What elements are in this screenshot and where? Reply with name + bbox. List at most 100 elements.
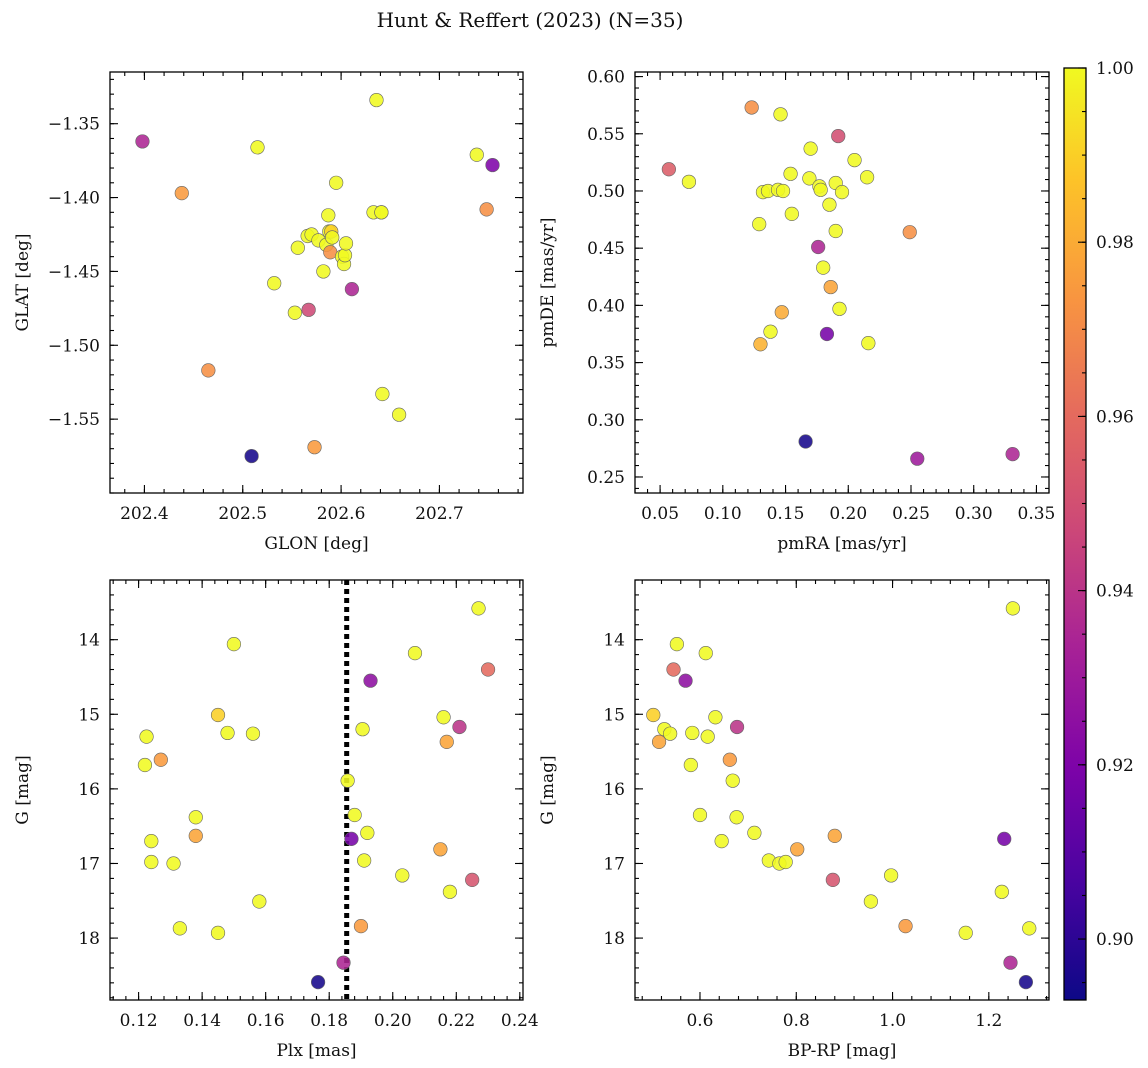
- data-point: [226, 637, 241, 652]
- data-point: [325, 230, 340, 245]
- x-tick-label: 202.5: [218, 504, 267, 524]
- x-tick-label: 0.8: [783, 1011, 810, 1031]
- data-point: [290, 240, 305, 255]
- y-tick-label: 16: [603, 780, 625, 800]
- y-axis-label: GLAT [deg]: [13, 233, 33, 331]
- y-tick-label: 14: [603, 631, 625, 651]
- data-point: [681, 174, 697, 189]
- y-tick-label: −1.45: [48, 262, 100, 282]
- y-tick-label: 0.50: [587, 182, 625, 202]
- data-point: [859, 170, 875, 185]
- data-point: [763, 324, 778, 339]
- panel-bprp-g: 0.6 0.8 1.0 1.2 14 15 16 17 18 BP-RP [mag] G [mag]: [538, 579, 1050, 1061]
- points: [137, 601, 496, 990]
- data-point: [201, 363, 216, 378]
- panels: 202.4 202.5 202.6 202.7 −1.35 −1.40 −1.45 −1.50…: [13, 68, 1055, 1061]
- x-axis-label: GLON [deg]: [264, 534, 368, 554]
- data-point: [307, 440, 322, 455]
- data-point: [708, 710, 723, 725]
- data-point: [816, 260, 831, 275]
- data-point: [997, 831, 1012, 846]
- data-point: [210, 925, 226, 940]
- y-tick-label: 0.40: [587, 296, 625, 316]
- data-point: [1003, 955, 1018, 970]
- data-point: [210, 707, 226, 723]
- data-point: [778, 854, 793, 870]
- data-point: [902, 225, 917, 240]
- data-point: [395, 868, 410, 883]
- data-point: [910, 451, 925, 466]
- data-point: [861, 336, 876, 351]
- data-point: [433, 842, 448, 857]
- data-point: [139, 729, 154, 744]
- ticks: [634, 72, 1050, 493]
- x-tick-label: 0.25: [892, 504, 930, 524]
- data-point: [344, 282, 360, 297]
- x-tick-label: 0.6: [686, 1011, 713, 1031]
- data-point: [666, 662, 681, 677]
- data-point: [267, 276, 282, 291]
- data-point: [337, 248, 353, 263]
- data-point: [144, 854, 159, 870]
- data-point: [355, 722, 370, 737]
- x-tick-label: 0.12: [120, 1011, 158, 1031]
- data-point: [813, 182, 828, 197]
- y-tick-label: 18: [78, 929, 100, 949]
- data-point: [174, 186, 189, 201]
- ticks: [110, 72, 523, 494]
- data-point: [287, 305, 302, 320]
- data-point: [802, 171, 817, 186]
- y-axis-label: G [mag]: [538, 755, 558, 824]
- data-point: [898, 919, 913, 934]
- points: [135, 92, 500, 464]
- colorbar-tick-label: 1.00: [1096, 59, 1134, 79]
- data-point: [811, 239, 826, 255]
- y-tick-label: −1.40: [48, 189, 100, 209]
- plot-frame: [634, 579, 1050, 1001]
- data-point: [692, 807, 708, 823]
- y-tick-label: 17: [78, 854, 100, 874]
- ticks: [635, 579, 1049, 1000]
- data-point: [329, 175, 344, 190]
- data-point: [344, 831, 359, 846]
- data-point: [825, 872, 840, 887]
- data-point: [244, 448, 259, 464]
- panel-glon-glat: 202.4 202.5 202.6 202.7 −1.35 −1.40 −1.45 −1.50…: [13, 71, 524, 554]
- panel-pmra-pmde: 0.05 0.10 0.15 0.20 0.25 0.30 0.35 0.25 0.30 0.35…: [538, 68, 1055, 554]
- y-tick-label: 0.30: [587, 411, 625, 431]
- x-tick-label: 202.6: [317, 504, 366, 524]
- colorbar-frame: [1063, 67, 1087, 1001]
- data-point: [678, 673, 693, 688]
- data-point: [661, 162, 676, 177]
- x-tick-label: 202.7: [415, 504, 464, 524]
- data-point: [685, 725, 700, 741]
- data-point: [722, 752, 737, 767]
- x-tick-label: 0.22: [437, 1011, 475, 1031]
- x-tick-label: 0.35: [1018, 504, 1056, 524]
- data-point: [369, 92, 384, 108]
- data-point: [994, 884, 1009, 899]
- data-point: [725, 773, 740, 788]
- data-point: [884, 868, 899, 883]
- x-tick-label: 0.15: [767, 504, 805, 524]
- data-point: [827, 828, 842, 843]
- data-point: [480, 662, 496, 677]
- data-point: [250, 140, 265, 155]
- data-point: [321, 208, 336, 223]
- data-point: [135, 134, 150, 149]
- data-point: [188, 810, 203, 825]
- data-point: [245, 726, 261, 741]
- data-point: [729, 719, 745, 735]
- data-point: [775, 183, 791, 199]
- data-point: [744, 100, 759, 115]
- data-point: [407, 646, 423, 661]
- x-tick-label: 0.18: [310, 1011, 348, 1031]
- data-point: [452, 719, 467, 735]
- x-tick-label: 0.24: [501, 1011, 539, 1031]
- data-point: [698, 646, 713, 661]
- data-point: [828, 223, 843, 239]
- data-point: [798, 434, 813, 449]
- data-point: [646, 707, 661, 723]
- data-point: [700, 729, 715, 744]
- data-point: [375, 386, 390, 402]
